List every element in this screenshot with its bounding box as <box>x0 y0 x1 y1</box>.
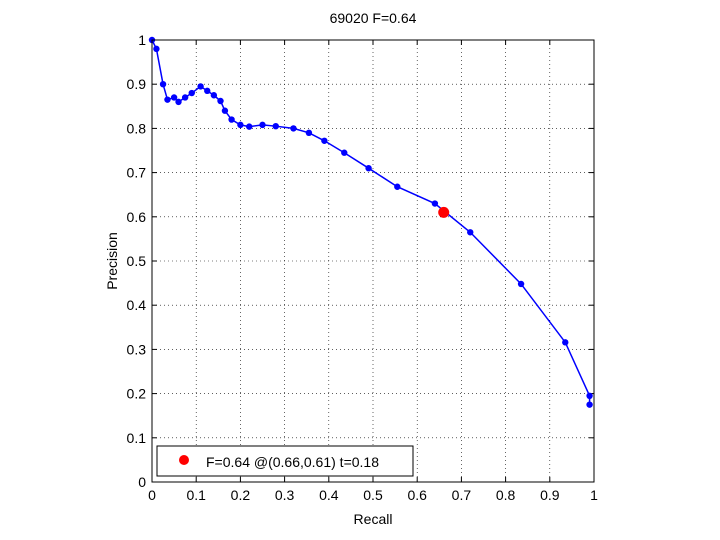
y-tick-label: 0.5 <box>127 253 147 269</box>
best-f-point <box>438 206 450 218</box>
data-point <box>164 96 171 103</box>
y-tick-label: 0.7 <box>127 165 147 181</box>
data-point <box>170 94 178 101</box>
data-point <box>517 280 525 288</box>
data-point <box>259 121 266 129</box>
data-point <box>181 94 189 101</box>
x-tick-label: 0.5 <box>363 487 383 503</box>
x-tick-label: 0.6 <box>407 487 427 503</box>
x-tick-label: 0.7 <box>452 487 472 503</box>
data-point <box>237 121 244 129</box>
y-tick-label: 0.9 <box>127 76 147 92</box>
legend-marker <box>179 455 189 465</box>
y-tick-label: 0.8 <box>127 120 147 136</box>
data-point <box>204 87 211 95</box>
series-group <box>148 36 593 408</box>
data-point <box>586 401 593 408</box>
data-point <box>188 89 195 97</box>
data-point <box>431 200 439 207</box>
data-point <box>221 107 229 114</box>
x-tick-label: 0.4 <box>319 487 339 503</box>
data-point <box>197 83 204 90</box>
data-point <box>562 339 569 346</box>
legend: F=0.64 @(0.66,0.61) t=0.18 <box>156 445 414 477</box>
legend-box <box>156 445 414 477</box>
y-tick-label: 0.2 <box>127 386 147 402</box>
data-point <box>175 98 182 106</box>
y-tick-label: 0.4 <box>127 297 147 313</box>
data-point <box>467 229 474 236</box>
data-point <box>272 122 279 130</box>
y-tick-label: 0 <box>138 474 146 490</box>
highlight-group <box>438 206 450 218</box>
data-point <box>341 149 348 156</box>
data-point <box>321 137 328 144</box>
data-point <box>217 97 224 105</box>
x-tick-label: 0.1 <box>186 487 206 503</box>
x-tick-label: 0.9 <box>540 487 560 503</box>
data-point <box>246 123 253 130</box>
x-tick-label: 0.2 <box>231 487 251 503</box>
data-point <box>153 45 160 53</box>
data-point <box>228 116 235 123</box>
y-tick-label: 0.1 <box>127 430 147 446</box>
data-point <box>586 392 593 400</box>
data-point <box>365 164 372 172</box>
plot-frame <box>151 39 595 483</box>
y-axis-label: Precision <box>104 232 120 290</box>
legend-label: F=0.64 @(0.66,0.61) t=0.18 <box>206 454 379 470</box>
x-axis-label: Recall <box>354 511 393 527</box>
y-tick-label: 0.6 <box>127 209 147 225</box>
data-point <box>210 92 218 99</box>
data-point <box>394 183 401 190</box>
data-point <box>305 129 313 137</box>
x-tick-label: 0.3 <box>275 487 295 503</box>
x-tick-label: 1 <box>590 487 598 503</box>
axis-ticks: 0 0.1 0.2 0.3 0.4 0.5 0.6 0.7 0.8 0.9 1 0 0.1 0.2 0.3 0… <box>127 32 599 503</box>
x-tick-label: 0 <box>148 487 156 503</box>
y-tick-label: 1 <box>138 32 146 48</box>
data-point <box>290 125 297 132</box>
x-tick-label: 0.8 <box>496 487 516 503</box>
chart-title: 69020 F=0.64 <box>330 10 417 26</box>
data-point <box>159 81 167 88</box>
y-tick-label: 0.3 <box>127 341 147 357</box>
grid <box>152 40 594 482</box>
